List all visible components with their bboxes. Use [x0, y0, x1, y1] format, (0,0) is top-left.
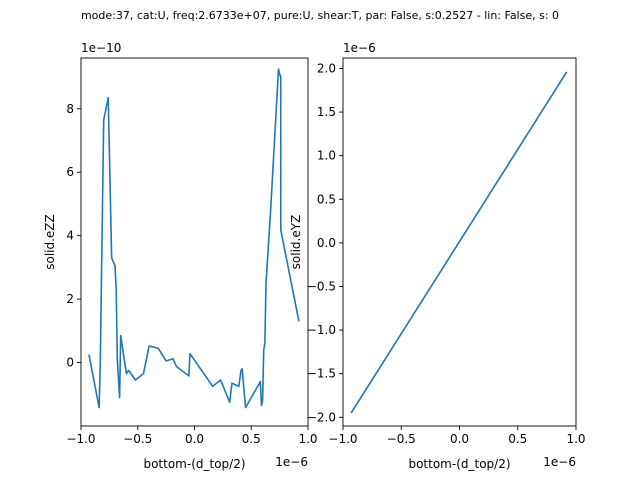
left-chart-panel: −1.0 −0.5 0.0 0.5 1.0 0 2 4 6 8 bottom-(d_top/2) so… — [43, 41, 318, 471]
right-y-axis-label: solid.eYZ — [289, 215, 303, 270]
left-x-axis-label: bottom-(d_top/2) — [143, 457, 245, 471]
right-x-axis-label: bottom-(d_top/2) — [408, 457, 510, 471]
left-xtick-label: 1.0 — [298, 432, 317, 446]
right-ytick-label: −1.5 — [307, 367, 336, 381]
right-xtick-label: 1.0 — [566, 432, 585, 446]
right-ytick-label: −0.5 — [307, 279, 336, 293]
right-x-offset-text: 1e−6 — [543, 455, 576, 469]
right-xtick-label: 0.5 — [508, 432, 527, 446]
right-ytick-label: 1.5 — [317, 105, 336, 119]
left-xtick-label: −0.5 — [123, 432, 152, 446]
left-y-offset-text: 1e−10 — [81, 41, 121, 55]
right-chart-panel: −1.0 −0.5 0.0 0.5 1.0 −2.0 −1.5 −1.0 −0.5 0.0 0.5 1… — [289, 41, 586, 471]
left-ytick-label: 6 — [66, 165, 74, 179]
left-ytick-label: 0 — [66, 356, 74, 370]
left-ytick-label: 8 — [66, 102, 74, 116]
right-ytick-label: 2.0 — [317, 61, 336, 75]
left-x-offset-text: 1e−6 — [275, 455, 308, 469]
right-xtick-label: 0.0 — [450, 432, 469, 446]
figure-suptitle: mode:37, cat:U, freq:2.6733e+07, pure:U,… — [81, 9, 559, 22]
right-ytick-label: −1.0 — [307, 323, 336, 337]
right-xtick-label: −0.5 — [387, 432, 416, 446]
right-ytick-label: 0.0 — [317, 236, 336, 250]
right-ytick-label: 0.5 — [317, 192, 336, 206]
left-y-axis-label: solid.eZZ — [43, 214, 57, 270]
left-xtick-label: 0.5 — [242, 432, 261, 446]
left-xtick-label: 0.0 — [185, 432, 204, 446]
left-series-line-0 — [88, 68, 300, 409]
left-ytick-label: 2 — [66, 292, 74, 306]
right-xtick-label: −1.0 — [328, 432, 357, 446]
right-ytick-label: −2.0 — [307, 410, 336, 424]
left-ytick-label: 4 — [66, 229, 74, 243]
right-series-line-0 — [350, 71, 568, 414]
right-ytick-label: 1.0 — [317, 149, 336, 163]
left-xtick-label: −1.0 — [66, 432, 95, 446]
right-y-offset-text: 1e−6 — [343, 41, 376, 55]
